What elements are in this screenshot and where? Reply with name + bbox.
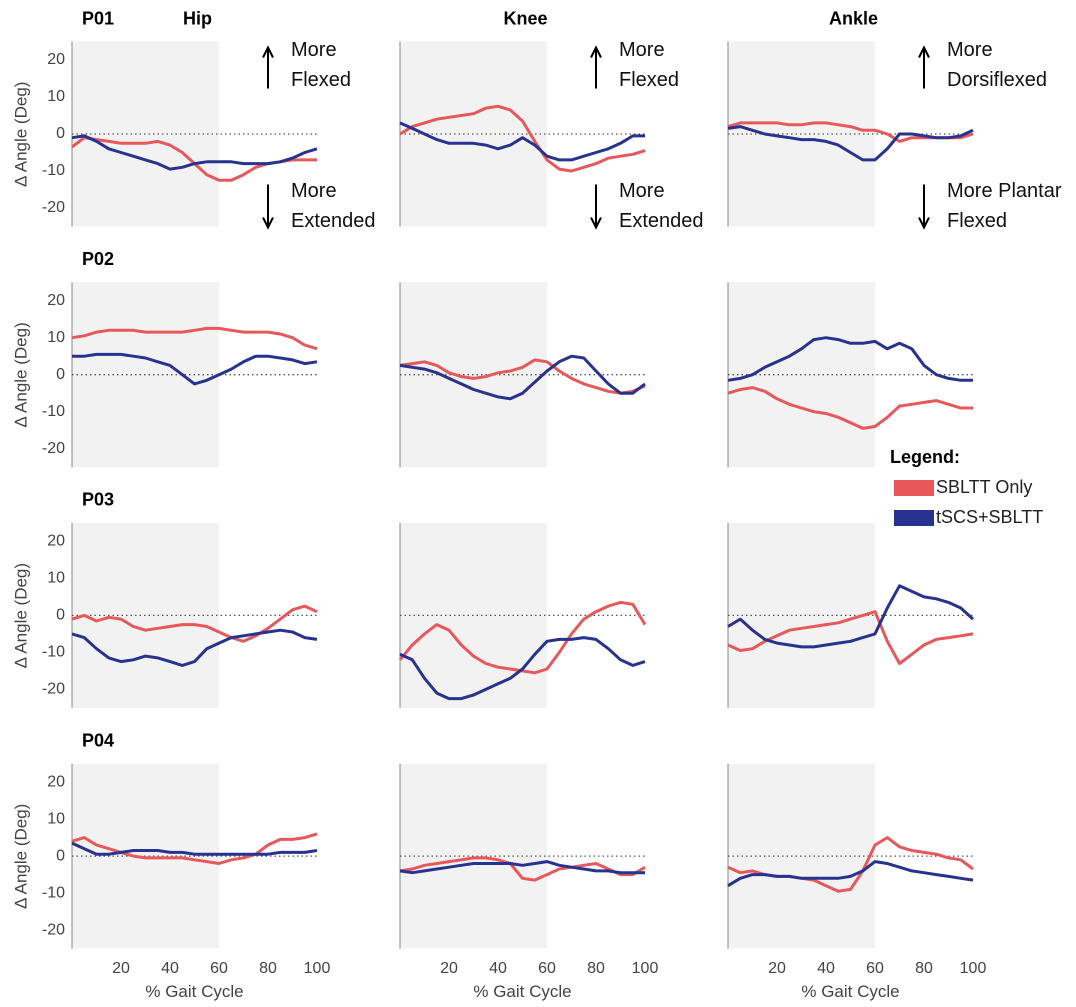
arrow-down — [918, 184, 930, 230]
legend-title: Legend: — [890, 447, 960, 467]
y-tick-label: -10 — [42, 403, 65, 420]
series-line — [727, 584, 975, 649]
annotation: More — [619, 39, 665, 61]
legend-swatch — [894, 480, 934, 496]
legend-label: SBLTT Only — [936, 477, 1032, 497]
x-tick-label: 80 — [587, 960, 605, 977]
annotation: More Plantar — [947, 180, 1062, 202]
x-tick-label: 100 — [632, 960, 659, 977]
x-tick-label: 40 — [161, 960, 179, 977]
arrow-down — [590, 184, 602, 230]
series-line — [398, 600, 647, 675]
y-tick-label: 10 — [47, 810, 65, 827]
participant-label: P02 — [82, 249, 114, 269]
annotation: More — [947, 39, 993, 61]
y-tick-label: -20 — [42, 440, 65, 457]
x-axis-label: % Gait Cycle — [473, 982, 571, 1001]
annotation: More — [291, 180, 337, 202]
participant-label: P01 — [82, 8, 114, 28]
y-tick-label: 0 — [56, 366, 65, 383]
y-axis-label: ∆ Angle (Deg) — [11, 563, 30, 668]
series-line — [71, 628, 318, 667]
annotation: More — [291, 39, 337, 61]
series-line — [72, 352, 318, 386]
series-line — [399, 860, 645, 875]
y-tick-label: 20 — [47, 51, 65, 68]
annotation: More — [619, 180, 665, 202]
column-title: Ankle — [829, 8, 878, 28]
y-tick-label: 20 — [47, 533, 65, 550]
y-tick-label: 20 — [47, 773, 65, 790]
y-tick-label: 10 — [47, 88, 65, 105]
series-line — [399, 104, 646, 173]
x-tick-label: 40 — [489, 960, 507, 977]
x-tick-label: 40 — [817, 960, 835, 977]
x-axis-label: % Gait Cycle — [801, 982, 899, 1001]
y-tick-label: 10 — [47, 570, 65, 587]
series-line — [71, 134, 318, 171]
y-axis-label: ∆ Angle (Deg) — [11, 82, 30, 187]
series-line — [71, 604, 318, 643]
x-tick-label: 80 — [915, 960, 933, 977]
y-tick-label: -10 — [42, 162, 65, 179]
y-tick-label: 0 — [56, 607, 65, 624]
x-tick-label: 60 — [210, 960, 228, 977]
series-line — [727, 860, 974, 887]
arrow-up — [590, 45, 602, 89]
y-tick-label: -10 — [42, 644, 65, 661]
series-line — [71, 841, 318, 856]
series-line — [727, 336, 973, 382]
column-title: Hip — [183, 8, 212, 28]
participant-label: P03 — [82, 490, 114, 510]
x-tick-label: 60 — [866, 960, 884, 977]
annotation: Extended — [291, 210, 376, 232]
y-axis-label: ∆ Angle (Deg) — [11, 322, 30, 427]
series-line — [399, 358, 646, 395]
series-line — [727, 125, 974, 162]
annotation: Dorsiflexed — [947, 69, 1047, 91]
x-axis-label: % Gait Cycle — [145, 982, 243, 1001]
annotation: Flexed — [619, 69, 679, 91]
column-title: Knee — [503, 8, 547, 28]
annotation: Flexed — [291, 69, 351, 91]
legend-swatch — [894, 510, 934, 526]
series-line — [399, 636, 646, 701]
x-tick-label: 80 — [259, 960, 277, 977]
annotation: Flexed — [947, 210, 1007, 232]
y-tick-label: -10 — [42, 884, 65, 901]
series-line — [399, 354, 646, 401]
series-line — [71, 326, 318, 351]
x-tick-label: 100 — [304, 960, 331, 977]
y-tick-label: -20 — [42, 199, 65, 216]
y-tick-label: 10 — [47, 329, 65, 346]
series-line — [71, 832, 318, 865]
arrow-up — [262, 45, 274, 89]
arrow-up — [918, 45, 930, 89]
x-tick-label: 100 — [960, 960, 987, 977]
arrow-down — [262, 184, 274, 230]
y-tick-label: -20 — [42, 681, 65, 698]
series-line — [399, 121, 645, 162]
series-line — [727, 386, 973, 430]
y-tick-label: -20 — [42, 921, 65, 938]
y-tick-label: 20 — [47, 292, 65, 309]
annotation: Extended — [619, 210, 704, 232]
y-axis-label: ∆ Angle (Deg) — [11, 804, 30, 909]
series-line — [399, 856, 646, 882]
x-tick-label: 60 — [538, 960, 556, 977]
legend-label: tSCS+SBLTT — [936, 507, 1043, 527]
x-tick-label: 20 — [440, 960, 458, 977]
x-tick-label: 20 — [112, 960, 130, 977]
participant-label: P04 — [82, 730, 114, 750]
x-tick-label: 20 — [768, 960, 786, 977]
y-tick-label: 0 — [56, 847, 65, 864]
y-tick-label: 0 — [56, 125, 65, 142]
